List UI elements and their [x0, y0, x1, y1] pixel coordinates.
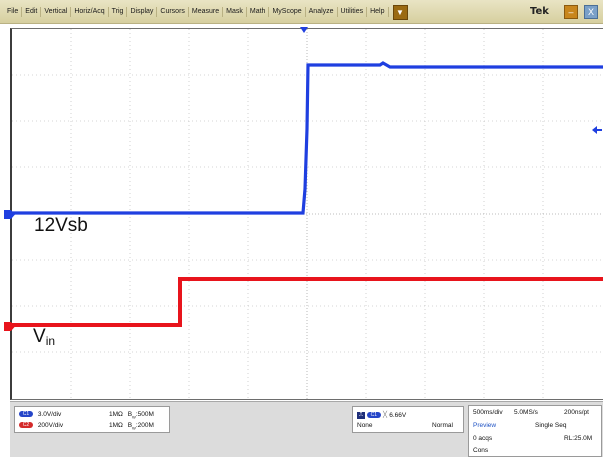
trigger-coupling: None — [357, 422, 373, 429]
ch2-scale: 200V/div — [37, 422, 64, 429]
brand-logo: Tek — [530, 6, 549, 17]
menu-file[interactable]: File — [4, 7, 23, 17]
sample-rate: 5.0MS/s — [514, 409, 538, 416]
ch1-waveform-label: 12Vsb — [34, 215, 88, 236]
ch2-bandwidth: :200M — [135, 422, 154, 429]
menu-utilities[interactable]: Utilities — [338, 7, 368, 17]
menu-cursors[interactable]: Cursors — [157, 7, 189, 17]
ch1-bw-symbol: B — [127, 411, 133, 418]
ch2-waveform-label: Vin — [33, 326, 55, 348]
acquisition-panel[interactable]: 500ms/div 5.0MS/s 200ns/pt Preview Singl… — [468, 405, 602, 457]
ch2-label-main: V — [33, 326, 46, 347]
trigger-mode: Normal — [432, 422, 453, 429]
menu-items: File Edit Vertical Horiz/Acq Trig Displa… — [4, 0, 408, 24]
ch2-coupling-row: 1MΩ BW:200M — [109, 422, 154, 430]
ch1-ground-marker-icon[interactable] — [4, 210, 15, 219]
menu-edit[interactable]: Edit — [22, 7, 42, 17]
ch2-bw-symbol: B — [127, 422, 133, 429]
cons-label: Cons — [473, 447, 489, 454]
ch1-bandwidth: :500M — [135, 411, 154, 418]
trigger-level-row: ⎍ C1 ᚷ 6.66V — [357, 410, 406, 419]
ch1-scale: 3.0V/div — [37, 411, 62, 418]
ch2-badge: C2 — [19, 422, 33, 429]
close-icon[interactable]: X — [584, 5, 598, 19]
trigger-source-badge: C1 — [366, 412, 381, 419]
trigger-position-icon[interactable] — [300, 27, 308, 35]
ch2-coupling: 1MΩ — [109, 422, 123, 429]
ch1-bw-subscript: W — [132, 414, 136, 420]
acq-count: 0 acqs — [473, 435, 493, 442]
menu-bar: File Edit Vertical Horiz/Acq Trig Displa… — [0, 0, 603, 24]
menu-measure[interactable]: Measure — [189, 7, 224, 17]
ch1-badge: C1 — [19, 411, 33, 418]
minimize-icon[interactable]: – — [564, 5, 578, 19]
ch1-trace — [12, 61, 603, 215]
trigger-slope-icon: ᚷ — [382, 410, 388, 419]
ch1-coupling-row: 1MΩ BW:500M — [109, 411, 154, 419]
time-resolution: 200ns/pt — [564, 409, 589, 416]
menu-math[interactable]: Math — [247, 7, 270, 17]
graticule-and-traces — [12, 29, 603, 399]
menu-horiz-acq[interactable]: Horiz/Acq — [71, 7, 109, 17]
ch2-label-subscript: in — [45, 334, 56, 348]
ch2-bw-subscript: W — [132, 425, 136, 431]
ch1-settings-row[interactable]: C1 3.0V/div — [19, 411, 61, 418]
menu-myscope[interactable]: MyScope — [269, 7, 306, 17]
menu-analyze[interactable]: Analyze — [306, 7, 338, 17]
menu-help[interactable]: Help — [367, 7, 389, 17]
acq-mode: Single Seq — [535, 422, 567, 429]
rising-edge-icon: ⎍ — [357, 411, 365, 419]
dropdown-arrow-icon[interactable]: ▼ — [392, 4, 408, 20]
timebase: 500ms/div — [473, 409, 503, 416]
status-bar: C1 3.0V/div 1MΩ BW:500M C2 200V/div 1MΩ … — [10, 401, 603, 457]
ch1-coupling: 1MΩ — [109, 411, 123, 418]
trigger-level: 6.66V — [389, 412, 407, 419]
menu-vertical[interactable]: Vertical — [41, 7, 72, 17]
record-length: RL:25.0M — [564, 435, 593, 442]
menu-display[interactable]: Display — [127, 7, 158, 17]
menu-mask[interactable]: Mask — [223, 7, 247, 17]
ch2-settings-row[interactable]: C2 200V/div — [19, 422, 63, 429]
ch2-trace — [12, 277, 603, 327]
menu-trig[interactable]: Trig — [109, 7, 128, 17]
channel-settings-panel[interactable]: C1 3.0V/div 1MΩ BW:500M C2 200V/div 1MΩ … — [14, 406, 170, 433]
ch2-ground-marker-icon[interactable] — [4, 322, 15, 331]
trigger-level-icon[interactable] — [592, 126, 602, 134]
trigger-settings-panel[interactable]: ⎍ C1 ᚷ 6.66V None Normal — [352, 406, 464, 433]
acq-state: Preview — [473, 422, 497, 429]
waveform-display[interactable]: 12Vsb Vin — [10, 28, 603, 400]
